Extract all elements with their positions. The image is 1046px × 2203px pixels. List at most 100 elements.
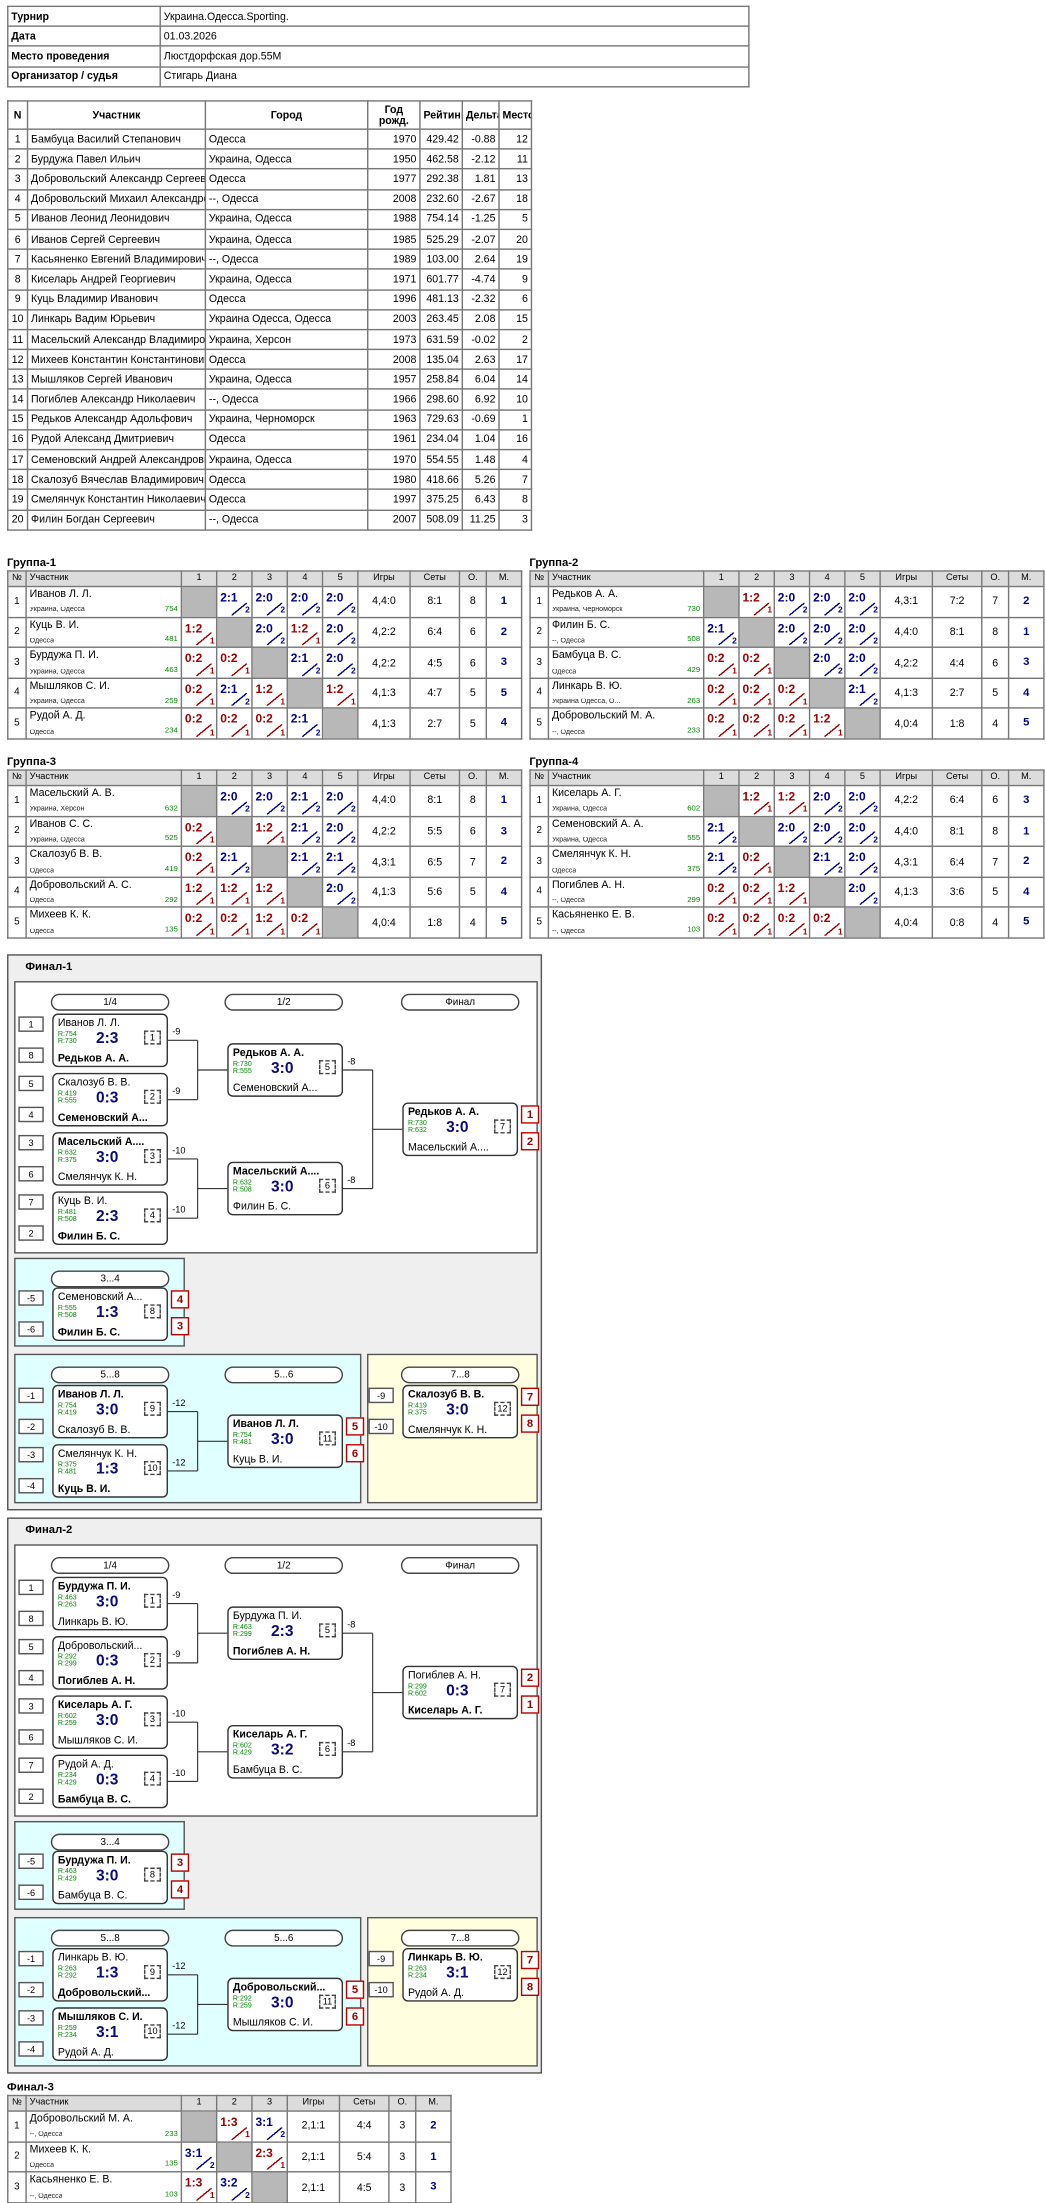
participant-cell: Семеновский Андрей Александрович <box>26 448 207 471</box>
games: 4,1:3 <box>879 677 934 710</box>
sets: 6:4 <box>931 784 983 817</box>
participant-rating: 375 <box>687 865 701 874</box>
column-header: Участник <box>25 570 183 588</box>
final-title: Финал-2 <box>25 1523 73 1536</box>
match-cell: 1:3 1 <box>215 2110 253 2143</box>
participant-rating: 730 <box>687 605 701 614</box>
cell-points: 1 <box>245 928 250 937</box>
cell-score: 0:2 <box>255 711 273 727</box>
group-title: Финал-3 <box>7 2080 54 2094</box>
column-header: М. <box>485 769 523 787</box>
match-cell: 0:2 1 <box>180 815 218 848</box>
match-cell: 2:0 2 <box>251 784 288 817</box>
cell-score: 2:0 <box>255 590 273 605</box>
match-cell: 0:2 1 <box>286 906 324 939</box>
cell-points: 1 <box>209 2192 215 2202</box>
participant-name: Куць В. И. <box>29 617 80 631</box>
cell-slash <box>859 801 876 814</box>
match-number: 5 <box>319 1060 336 1075</box>
match-cell: 1:2 1 <box>773 784 811 817</box>
cell-score: 0:2 <box>707 880 725 895</box>
participant: Масельский А. В. Украина, Херсон 632 <box>25 784 183 817</box>
place: 3 <box>1007 646 1045 679</box>
cell-score: 1:2 <box>290 620 309 635</box>
cell-score: 2:0 <box>813 620 831 635</box>
cell-slash <box>196 862 212 875</box>
table-row: 4 Мышляков С. И. Украина, Одесса 259 0:2 1 2:1… <box>7 677 523 710</box>
cell-score: 2:0 <box>813 590 831 605</box>
player-rating: R:263 <box>407 1964 427 1973</box>
column-header: М. <box>1007 570 1045 588</box>
games: 4,2:2 <box>357 646 411 679</box>
participant-name: Касьяненко Е. В. <box>29 2172 113 2186</box>
participant-cell: Одесса <box>204 128 369 150</box>
cell-points: 1 <box>802 897 808 907</box>
participant-cell: 12 <box>7 348 29 371</box>
match-number: 5 <box>319 1623 336 1638</box>
match: Линкарь В. Ю. R:263 Добровольский... R:292 1… <box>52 1948 168 2002</box>
cell-points: 2 <box>351 637 356 647</box>
participant-cell: 729.63 <box>419 408 464 431</box>
participant-cell: Иванов Сергей Сергеевич <box>26 228 207 251</box>
games: 4,3:1 <box>357 845 411 878</box>
table-row: 2 Иванов С. С. Украина, Одесса 525 0:2 1 1:2 1 2… <box>7 815 523 848</box>
cell-points: 1 <box>802 729 808 738</box>
match-number: 4 <box>143 1771 161 1786</box>
column-header: Сеты <box>338 2094 390 2112</box>
participant-cell: 2008 <box>367 188 421 210</box>
match: Добровольский... R:292 Погиблев А. Н. R:299… <box>52 1636 168 1690</box>
match: Семеновский А... R:555 Филин Б. С. R:508 1:3… <box>52 1287 168 1342</box>
cell-points: 1 <box>802 928 808 937</box>
participant-cell: Добровольский Михаил Александрович <box>26 188 207 210</box>
seed: -4 <box>18 1477 44 1494</box>
cell-points: 1 <box>280 836 286 846</box>
cell-score: 2:1 <box>290 850 309 865</box>
match-cell: 2:0 2 <box>215 784 253 817</box>
cell-score: 2:0 <box>848 819 866 834</box>
participant: Линкарь В. Ю. Украина Одесса, О... 263 <box>547 677 705 710</box>
participant-cell: 1966 <box>367 388 421 411</box>
match-cell: 1:2 1 <box>738 784 775 817</box>
sets: 4:5 <box>338 2171 390 2203</box>
table-row: 1 Иванов Л. Л. Украина, Одесса 754 2:1 2 2:0 2 2… <box>7 585 523 618</box>
participant-rating: 135 <box>164 2160 178 2169</box>
cell-slash <box>196 724 212 737</box>
match-number: 8 <box>143 1304 161 1319</box>
place-mark: 2 <box>520 1132 540 1151</box>
participant-cell: Одесса <box>204 488 369 511</box>
match-cell: 2:0 2 <box>773 616 811 649</box>
seed: 2 <box>18 1225 44 1241</box>
place: 1 <box>1007 616 1045 649</box>
points: 6 <box>981 784 1010 817</box>
participant-cell: Бамбуца Василий Степанович <box>26 128 207 150</box>
participant-cell: 525.29 <box>419 228 464 251</box>
match-cell: 0:2 1 <box>738 845 775 878</box>
cell-points: 2 <box>732 867 737 876</box>
column-header: 2 <box>738 769 775 787</box>
place: 3 <box>485 815 523 848</box>
player-rating: R:555 <box>57 1096 77 1106</box>
group-table: № Участник 1 2 3 Игры Сеты О. М. 1 Добровольский М… <box>7 2094 452 2203</box>
cell-slash <box>337 602 353 615</box>
cell-score: 0:2 <box>707 711 725 727</box>
info-value: Люстдорфская дор.55М <box>159 45 750 68</box>
table-row: 15 Редьков Александр Адольфович Украина, Ч… <box>7 408 533 431</box>
cell-slash <box>789 693 805 707</box>
player-rating: R:292 <box>232 1993 252 2003</box>
participant: Скалозуб В. В. Одесса 419 <box>25 845 183 878</box>
cell-points: 1 <box>280 928 286 937</box>
cell-score: 2:0 <box>326 651 344 666</box>
cell-slash <box>337 801 353 814</box>
match-cell: 2:0 2 <box>808 585 846 618</box>
participant-cell: 1971 <box>367 268 421 291</box>
cell-slash <box>824 724 840 737</box>
cell-points: 2 <box>873 698 879 708</box>
match-score: 3:0 <box>271 1178 294 1196</box>
column-header: 3 <box>251 2094 288 2112</box>
loser-to: -10 <box>172 1709 186 1720</box>
participant: Бамбуца В. С. Одесса 429 <box>547 646 705 679</box>
participant-name: Добровольский М. А. <box>29 2111 133 2125</box>
match: Погиблев А. Н. R:299 Киселарь А. Г. R:602 0:… <box>402 1665 519 1720</box>
match-cell: 0:2 1 <box>180 845 218 878</box>
seed: -10 <box>368 1418 394 1435</box>
